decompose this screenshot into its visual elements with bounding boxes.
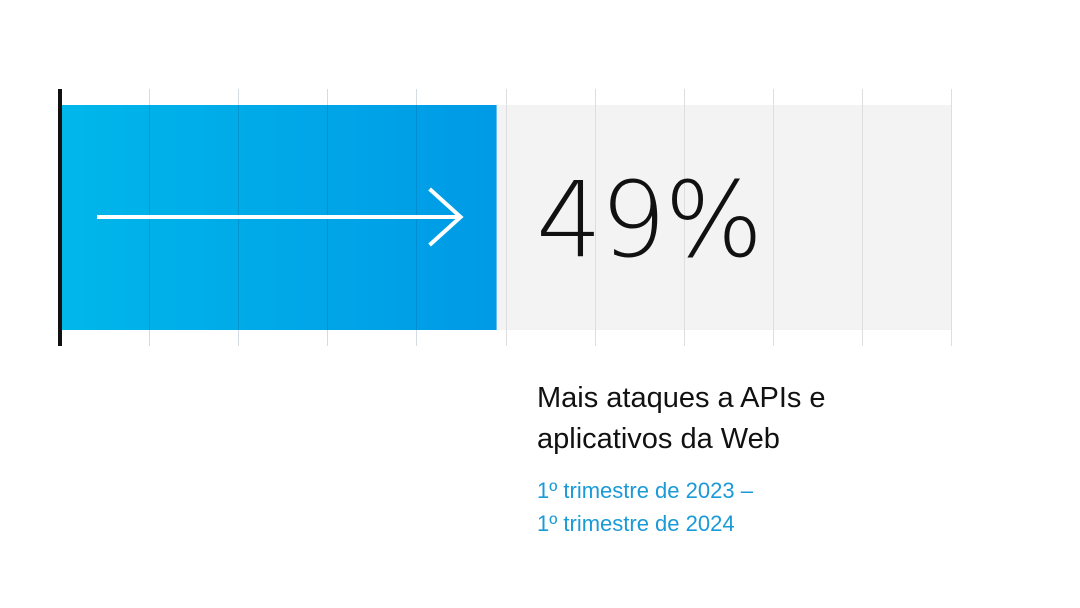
- caption-title-line-2: aplicativos da Web: [537, 423, 780, 455]
- caption-period-line-1: 1º trimestre de 2023 –: [537, 478, 753, 503]
- caption-period: 1º trimestre de 2023 – 1º trimestre de 2…: [537, 474, 957, 540]
- arrow-head: [428, 187, 464, 247]
- caption-title: Mais ataques a APIs e aplicativos da Web: [537, 378, 957, 460]
- caption-period-line-2: 1º trimestre de 2024: [537, 511, 735, 536]
- caption: Mais ataques a APIs e aplicativos da Web…: [537, 378, 957, 540]
- value-label: 49%: [536, 159, 763, 281]
- arrow-right-icon: [97, 187, 464, 247]
- caption-title-line-1: Mais ataques a APIs e: [537, 382, 826, 414]
